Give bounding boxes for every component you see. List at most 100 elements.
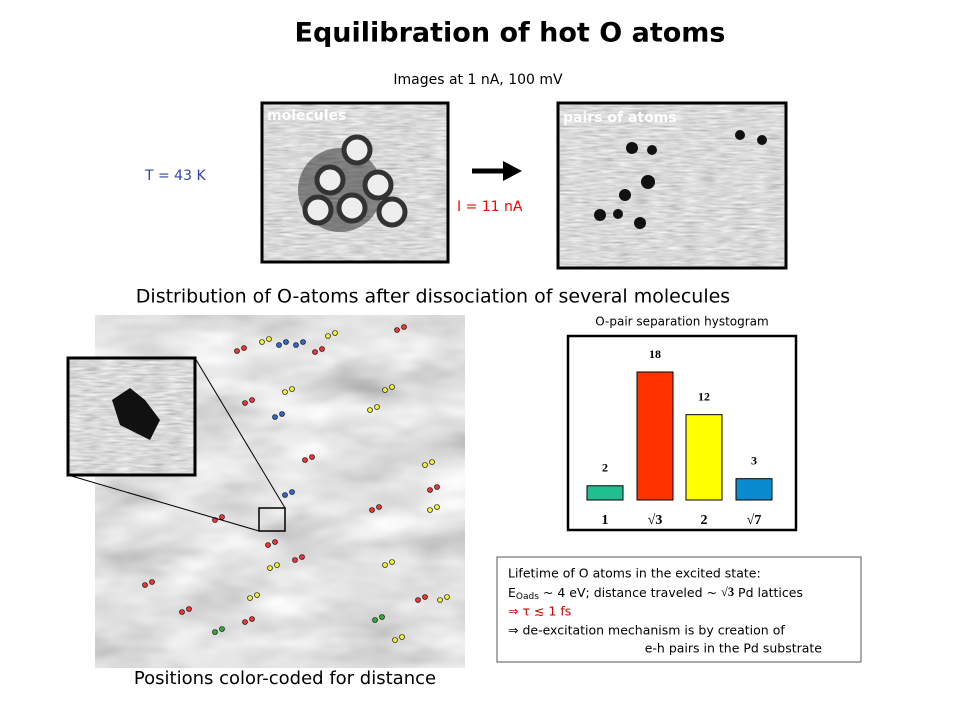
atom-dot bbox=[389, 559, 395, 565]
current: I = 11 nA bbox=[457, 199, 523, 215]
atom-dot bbox=[401, 324, 407, 330]
category-label: 1 bbox=[602, 513, 609, 528]
value-label: 2 bbox=[602, 461, 608, 475]
bar bbox=[685, 414, 723, 501]
atom-dot bbox=[325, 333, 331, 339]
atom-dot bbox=[149, 579, 155, 585]
atom-dot bbox=[382, 387, 388, 393]
atom-dot bbox=[300, 339, 306, 345]
atom-dot bbox=[241, 345, 247, 351]
note-text: √3 bbox=[721, 585, 734, 599]
atom-dot bbox=[369, 507, 375, 513]
atom-dot bbox=[434, 484, 440, 490]
atom-dot bbox=[265, 542, 271, 548]
value-label: 18 bbox=[649, 347, 661, 361]
atom-dot bbox=[212, 629, 218, 635]
atom-dot bbox=[283, 339, 289, 345]
value-label: 3 bbox=[751, 453, 757, 467]
atom-dot bbox=[399, 634, 405, 640]
atom-dot bbox=[394, 327, 400, 333]
chart-title: O-pair separation hystogram bbox=[595, 315, 768, 329]
atom-dot bbox=[279, 411, 285, 417]
atom-dot bbox=[299, 554, 305, 560]
atom-dot bbox=[379, 614, 385, 620]
atom-dot bbox=[293, 342, 299, 348]
atom-dot bbox=[309, 454, 315, 460]
atom-dot bbox=[272, 414, 278, 420]
atom-dot bbox=[427, 487, 433, 493]
atom-dot bbox=[259, 339, 265, 345]
atom-dot bbox=[422, 462, 428, 468]
bar bbox=[586, 485, 624, 501]
atom-dot bbox=[302, 457, 308, 463]
atom-dot bbox=[186, 606, 192, 612]
bar bbox=[636, 371, 674, 501]
temperature: T = 43 K bbox=[144, 168, 206, 184]
stm-image-molecules bbox=[260, 101, 450, 264]
category-label: √7 bbox=[747, 513, 762, 528]
zoom-inset bbox=[66, 356, 286, 532]
title: Equilibration of hot O atoms bbox=[295, 18, 726, 49]
category-label: 2 bbox=[701, 513, 708, 528]
note-box bbox=[496, 556, 862, 663]
atom-dot bbox=[289, 386, 295, 392]
bar bbox=[735, 478, 773, 501]
atom-dot bbox=[179, 609, 185, 615]
atom-dot bbox=[415, 597, 421, 603]
atom-dot bbox=[437, 597, 443, 603]
note-text: E bbox=[508, 585, 516, 600]
atom-dot bbox=[234, 348, 240, 354]
atom-dot bbox=[282, 492, 288, 498]
note-text: Pd lattices bbox=[734, 585, 803, 600]
atom-dot bbox=[274, 562, 280, 568]
note-line: ⇒ de-excitation mechanism is by creation… bbox=[508, 623, 785, 638]
atom-dot bbox=[276, 342, 282, 348]
atom-dot bbox=[427, 507, 433, 513]
atom-dot bbox=[282, 389, 288, 395]
atom-dot bbox=[367, 407, 373, 413]
image-label: pairs of atoms bbox=[563, 110, 677, 126]
atom-dot bbox=[312, 349, 318, 355]
atom-dot bbox=[267, 565, 273, 571]
image-label: molecules bbox=[267, 108, 346, 124]
atom-dot bbox=[319, 346, 325, 352]
atom-dot bbox=[372, 617, 378, 623]
atom-dot bbox=[219, 514, 225, 520]
atom-dot bbox=[332, 330, 338, 336]
arrow bbox=[472, 161, 522, 181]
atom-dot bbox=[249, 397, 255, 403]
note-line: ⇒ τ ≲ 1 fs bbox=[508, 604, 571, 619]
atom-dot bbox=[249, 616, 255, 622]
atom-dot bbox=[247, 595, 253, 601]
note: Lifetime of O atoms in the excited state… bbox=[508, 566, 822, 656]
atom-dot bbox=[389, 384, 395, 390]
note-line: EOads ~ 4 eV; distance traveled ~ √3 Pd … bbox=[508, 585, 803, 602]
atom-dot bbox=[422, 594, 428, 600]
atom-dot bbox=[219, 626, 225, 632]
atom-dot bbox=[292, 557, 298, 563]
atom-dot bbox=[242, 400, 248, 406]
atom-dot bbox=[374, 404, 380, 410]
chart-frame bbox=[566, 334, 798, 532]
stm-image-pairs bbox=[556, 101, 788, 270]
atom-dot bbox=[254, 592, 260, 598]
atom-dot bbox=[382, 562, 388, 568]
caption: Positions color-coded for distance bbox=[134, 668, 436, 689]
atom-dot bbox=[434, 504, 440, 510]
atom-dot bbox=[376, 504, 382, 510]
section-heading: Distribution of O-atoms after dissociati… bbox=[136, 286, 730, 308]
atom-dot bbox=[272, 539, 278, 545]
atom-dot bbox=[266, 336, 272, 342]
subtitle: Images at 1 nA, 100 mV bbox=[393, 72, 563, 88]
atom-dot bbox=[289, 489, 295, 495]
note-line: Lifetime of O atoms in the excited state… bbox=[508, 566, 761, 581]
category-label: √3 bbox=[648, 513, 663, 528]
note-text: ~ 4 eV; distance traveled ~ bbox=[539, 585, 721, 600]
note-line: e-h pairs in the Pd substrate bbox=[645, 641, 823, 656]
chart: 2 1 18 √3 12 2 3 √7 bbox=[586, 347, 773, 528]
atom-dot bbox=[429, 459, 435, 465]
atom-dot bbox=[392, 637, 398, 643]
atom-dot bbox=[242, 619, 248, 625]
note-subscript: Oads bbox=[516, 592, 539, 602]
